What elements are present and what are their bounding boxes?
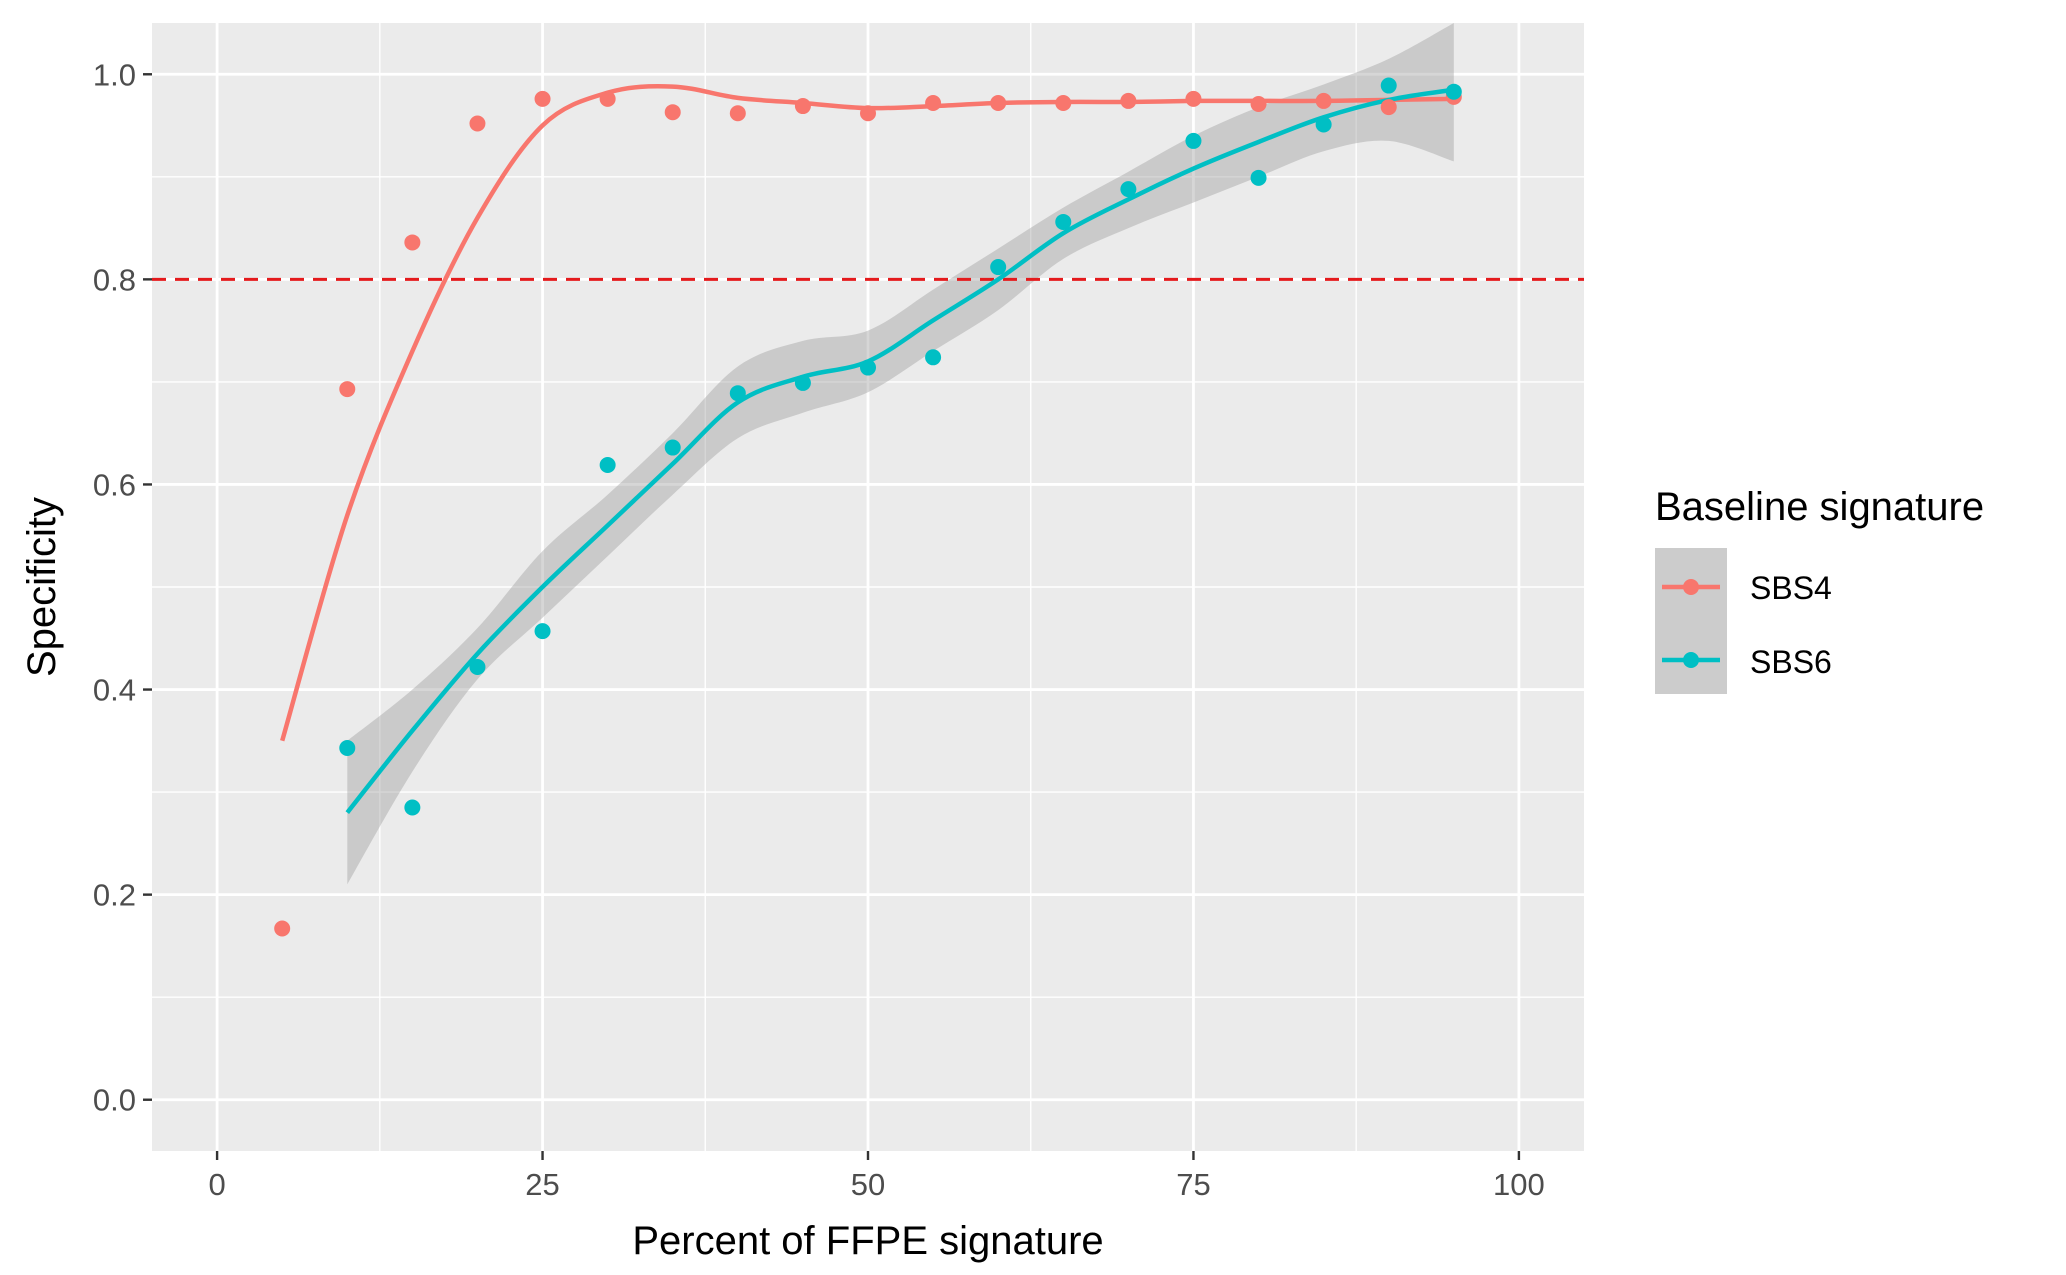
y-tick-label: 0.2 [93, 878, 136, 913]
y-tick-label: 0.8 [93, 262, 136, 297]
data-point-sbs4 [274, 920, 291, 937]
x-axis: 0 25 50 75 100 [208, 1151, 1545, 1202]
data-point-sbs4 [729, 105, 746, 122]
data-point-sbs4 [1120, 92, 1137, 109]
legend-label-sbs6: SBS6 [1750, 644, 1832, 680]
legend-title: Baseline signature [1655, 485, 1984, 529]
legend-key-background [1655, 548, 1727, 694]
data-points [274, 77, 1462, 937]
x-axis-title: Percent of FFPE signature [632, 1219, 1103, 1263]
data-point-sbs4 [469, 115, 486, 132]
data-point-sbs4 [599, 90, 616, 107]
data-point-sbs6 [990, 259, 1007, 276]
y-axis: 0.0 0.2 0.4 0.6 0.8 1.0 [93, 57, 152, 1118]
data-point-sbs4 [404, 234, 421, 251]
legend: Baseline signature SBS4 SBS6 [1655, 485, 1984, 694]
data-point-sbs6 [1380, 77, 1397, 94]
data-point-sbs6 [1185, 132, 1202, 149]
data-point-sbs6 [534, 623, 551, 640]
data-point-sbs6 [925, 349, 942, 366]
legend-key-point-sbs4 [1683, 579, 1699, 595]
x-tick-label: 50 [851, 1167, 885, 1202]
x-tick-label: 100 [1493, 1167, 1545, 1202]
data-point-sbs4 [1185, 90, 1202, 107]
data-point-sbs6 [729, 385, 746, 402]
data-point-sbs4 [1250, 96, 1267, 113]
data-point-sbs6 [469, 658, 486, 675]
data-point-sbs6 [794, 374, 811, 391]
data-point-sbs4 [664, 104, 681, 121]
data-point-sbs4 [990, 94, 1007, 111]
data-point-sbs6 [860, 359, 876, 376]
legend-key-point-sbs6 [1683, 652, 1699, 668]
y-tick-label: 1.0 [93, 57, 136, 92]
data-point-sbs4 [534, 90, 551, 107]
data-point-sbs6 [664, 439, 681, 456]
data-point-sbs4 [925, 94, 942, 111]
data-point-sbs6 [1250, 169, 1267, 186]
data-point-sbs4 [1315, 92, 1332, 109]
y-tick-label: 0.6 [93, 467, 136, 502]
data-point-sbs6 [599, 456, 616, 473]
data-point-sbs6 [339, 739, 356, 756]
data-point-sbs4 [1380, 99, 1397, 116]
data-point-sbs6 [1315, 116, 1332, 133]
data-point-sbs4 [339, 381, 356, 398]
y-tick-label: 0.0 [93, 1083, 136, 1118]
data-point-sbs4 [794, 98, 811, 115]
y-axis-title: Specificity [20, 497, 64, 677]
y-tick-label: 0.4 [93, 673, 136, 708]
smooth-curve-sbs6 [345, 87, 1455, 814]
legend-keys [1662, 579, 1720, 668]
data-point-sbs6 [404, 799, 421, 816]
data-point-sbs6 [1445, 83, 1462, 100]
x-tick-label: 25 [525, 1167, 559, 1202]
x-tick-label: 0 [208, 1167, 225, 1202]
legend-label-sbs4: SBS4 [1750, 570, 1832, 606]
data-point-sbs4 [860, 105, 876, 122]
x-tick-label: 75 [1176, 1167, 1210, 1202]
data-point-sbs4 [1055, 94, 1072, 111]
data-point-sbs6 [1120, 181, 1137, 198]
data-point-sbs6 [1055, 213, 1072, 230]
